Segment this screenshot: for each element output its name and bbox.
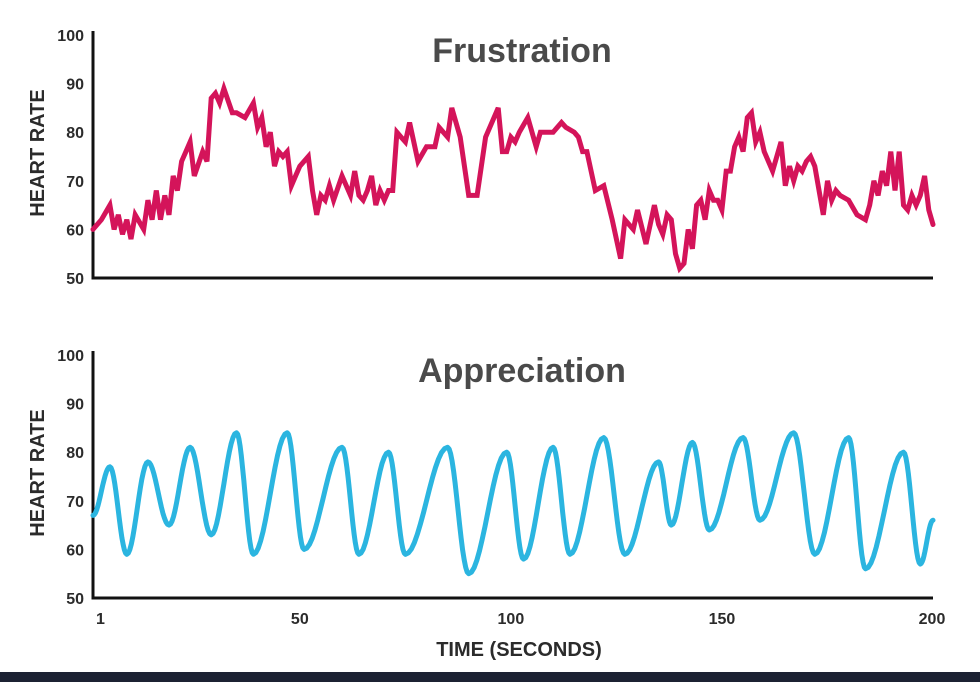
frustration-y-tick-80: 80	[66, 125, 84, 142]
x-tick-100: 100	[498, 611, 525, 628]
x-tick-200: 200	[919, 611, 946, 628]
appreciation-y-tick-80: 80	[66, 445, 84, 462]
frustration-axes	[91, 31, 933, 280]
frustration-y-tick-60: 60	[66, 222, 84, 239]
appreciation-title: Appreciation	[418, 352, 626, 390]
frustration-y-tick-70: 70	[66, 174, 84, 191]
x-axis-ticks: 1 50 100 150 200	[96, 611, 945, 628]
frustration-title: Frustration	[432, 32, 611, 70]
appreciation-series-line	[90, 430, 936, 577]
x-tick-150: 150	[709, 611, 736, 628]
x-axis-label: TIME (SECONDS)	[436, 639, 602, 661]
appreciation-y-tick-90: 90	[66, 397, 84, 414]
frustration-y-tick-90: 90	[66, 77, 84, 94]
frustration-y-tick-50: 50	[66, 271, 84, 288]
appreciation-y-tick-70: 70	[66, 494, 84, 511]
frustration-y-axis-label: HEART RATE	[27, 89, 49, 216]
x-tick-50: 50	[291, 611, 309, 628]
appreciation-y-ticks: 100 90 80 70 60 50	[57, 348, 84, 608]
appreciation-y-tick-60: 60	[66, 542, 84, 559]
appreciation-y-axis-label: HEART RATE	[27, 409, 49, 536]
appreciation-axes	[91, 351, 933, 600]
appreciation-y-tick-100: 100	[57, 348, 84, 365]
frustration-series-line	[90, 80, 936, 274]
appreciation-y-tick-50: 50	[66, 591, 84, 608]
x-tick-1: 1	[96, 611, 105, 628]
frustration-panel: Frustration HEART RATE 100 90 80 70 60 50	[27, 28, 936, 288]
frustration-y-tick-100: 100	[57, 28, 84, 45]
frustration-y-ticks: 100 90 80 70 60 50	[57, 28, 84, 288]
footer-bar	[0, 672, 980, 682]
